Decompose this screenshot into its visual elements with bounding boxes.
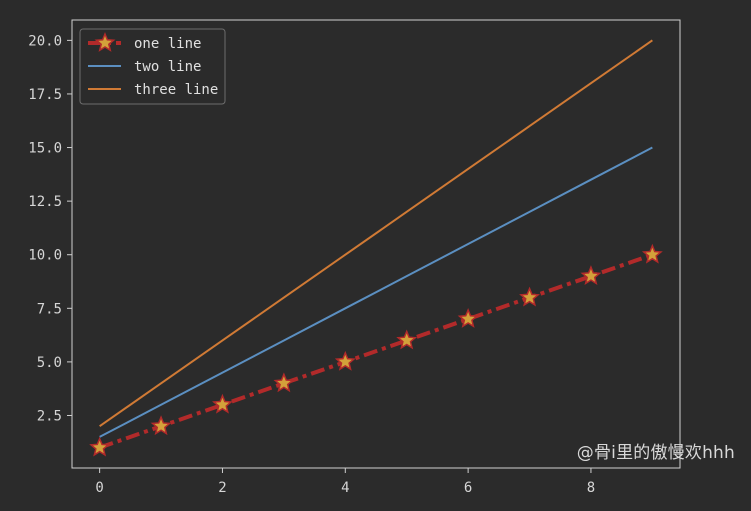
data-point-star (89, 436, 111, 457)
series-layer (89, 39, 663, 457)
data-point-star (396, 329, 418, 350)
x-tick-label: 6 (464, 480, 472, 496)
data-point-star (150, 415, 172, 436)
x-tick-label: 8 (587, 480, 595, 496)
y-tick-label: 12.5 (28, 194, 62, 210)
data-point-star (457, 308, 479, 328)
series-line-2 (99, 146, 653, 438)
y-tick-label: 7.5 (37, 301, 62, 317)
data-point-star (273, 372, 295, 393)
data-point-star (641, 243, 663, 264)
y-tick-label: 2.5 (37, 408, 62, 424)
y-tick-label: 5.0 (37, 355, 62, 371)
data-point-star (519, 286, 540, 307)
series-line-3 (99, 39, 653, 428)
series-line-1 (98, 252, 654, 450)
x-tick-label: 2 (218, 480, 226, 496)
y-axis-ticks: 2.5 5.0 7.5 10.0 12.5 15.0 17.5 20.0 (28, 33, 72, 424)
watermark: @骨i里的傲慢欢hhh (576, 443, 735, 463)
data-point-star (334, 350, 356, 371)
y-tick-label: 17.5 (28, 87, 62, 103)
y-tick-label: 10.0 (28, 248, 62, 264)
x-tick-label: 0 (95, 480, 103, 496)
x-tick-label: 4 (341, 480, 349, 496)
data-point-star (580, 265, 602, 286)
y-tick-label: 20.0 (28, 33, 62, 49)
legend-star-icon (94, 32, 116, 52)
y-tick-label: 15.0 (28, 141, 62, 157)
x-axis-ticks: 0 2 4 6 8 (95, 468, 595, 496)
data-point-star (212, 393, 233, 414)
legend: one line two line three line (79, 28, 226, 105)
legend-label-3: three line (134, 82, 218, 98)
legend-box (79, 28, 226, 105)
legend-label-2: two line (134, 59, 201, 75)
legend-label-1: one line (134, 36, 201, 52)
